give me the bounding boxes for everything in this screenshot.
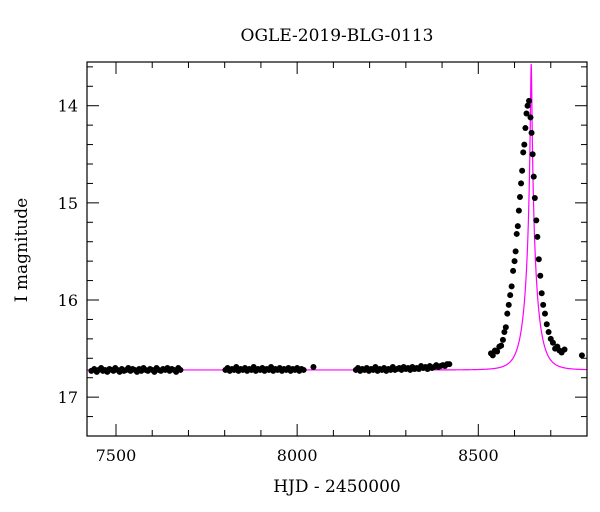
data-point — [502, 324, 509, 331]
data-point — [515, 207, 522, 214]
axis-ticks — [87, 62, 588, 437]
data-point — [524, 102, 531, 109]
data-point — [498, 342, 505, 349]
y-tick-label: 17 — [58, 388, 78, 407]
data-point — [526, 97, 533, 104]
data-point — [300, 366, 307, 373]
y-tick-label: 16 — [58, 291, 78, 310]
tick-labels: 7500 8000 8500 14 15 16 17 — [58, 97, 499, 465]
chart-title: OGLE-2019-BLG-0113 — [241, 26, 434, 46]
data-point — [549, 339, 556, 346]
data-point — [535, 256, 542, 263]
data-point — [499, 336, 506, 343]
data-points — [88, 97, 585, 375]
data-point — [310, 364, 317, 371]
data-point — [510, 267, 517, 274]
data-point — [518, 180, 525, 187]
data-point — [541, 310, 548, 317]
data-point — [578, 352, 585, 359]
data-point — [504, 310, 511, 317]
data-point — [545, 329, 552, 336]
data-point — [519, 167, 526, 174]
data-point — [177, 366, 184, 373]
data-point — [446, 361, 453, 368]
data-point — [516, 194, 523, 201]
data-point — [534, 233, 541, 240]
plot-frame — [86, 61, 588, 437]
data-point — [508, 283, 515, 290]
x-tick-label: 8500 — [458, 446, 499, 465]
data-point — [523, 110, 530, 117]
data-point — [538, 290, 545, 297]
y-tick-label: 15 — [58, 194, 78, 213]
y-axis-label: I magnitude — [12, 198, 32, 302]
y-tick-label: 14 — [58, 97, 78, 116]
data-point — [533, 217, 540, 224]
x-tick-label: 8000 — [277, 446, 318, 465]
data-point — [514, 223, 521, 230]
data-point — [561, 346, 568, 353]
data-point — [531, 195, 538, 201]
data-point — [530, 173, 537, 180]
data-point — [543, 321, 550, 328]
data-point — [529, 151, 536, 158]
data-point — [507, 292, 514, 299]
data-point — [512, 248, 519, 255]
data-point — [505, 301, 512, 308]
data-point — [528, 129, 535, 136]
data-point — [520, 149, 527, 156]
model-curve — [87, 63, 588, 371]
data-point — [522, 125, 529, 132]
data-point — [527, 114, 534, 121]
data-point — [511, 258, 518, 265]
x-axis-label: HJD - 2450000 — [273, 477, 401, 497]
x-tick-label: 7500 — [96, 446, 137, 465]
data-point — [489, 352, 496, 359]
data-point — [521, 141, 528, 148]
data-point — [501, 329, 508, 336]
data-point — [537, 272, 544, 279]
data-point — [540, 301, 547, 308]
data-point — [513, 230, 520, 237]
data-point — [494, 348, 501, 355]
